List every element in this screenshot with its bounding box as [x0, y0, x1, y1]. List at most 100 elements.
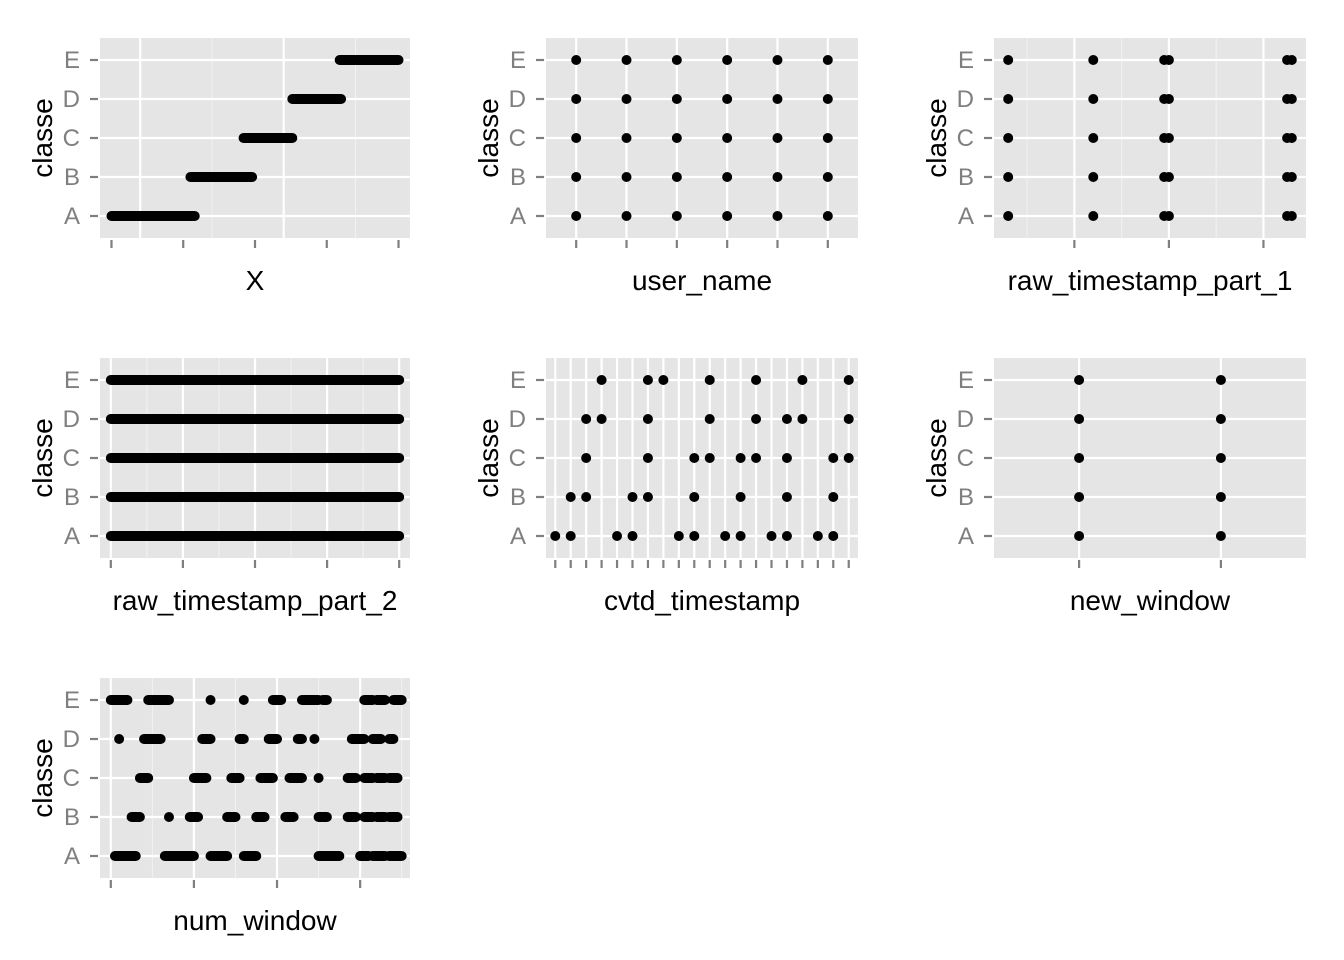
- point-A: [781, 531, 792, 541]
- point-C: [822, 133, 833, 143]
- y-axis-title: classe: [27, 418, 58, 497]
- point-D: [751, 414, 762, 424]
- point-E: [571, 55, 582, 65]
- point-B: [1163, 172, 1174, 182]
- point-D: [571, 94, 582, 104]
- point-C: [751, 453, 762, 463]
- x-axis-title: new_window: [1070, 585, 1231, 616]
- point-D: [1074, 414, 1085, 424]
- y-tick-label: E: [510, 47, 526, 74]
- y-tick-label: A: [958, 203, 974, 230]
- point-D: [1088, 94, 1099, 104]
- x-axis-title: user_name: [632, 265, 772, 296]
- y-tick-label: A: [958, 523, 974, 550]
- point-B: [828, 492, 839, 502]
- point-E: [1074, 375, 1085, 385]
- y-tick-label: A: [510, 203, 526, 230]
- point-B: [627, 492, 638, 502]
- point-B: [722, 172, 733, 182]
- y-tick-label: C: [957, 445, 974, 472]
- point-B: [565, 492, 576, 502]
- point-A: [822, 211, 833, 221]
- point-E: [772, 55, 783, 65]
- point-D: [581, 414, 592, 424]
- point-D: [843, 414, 854, 424]
- y-tick-label: E: [958, 367, 974, 394]
- point-A: [772, 211, 783, 221]
- y-tick-label: B: [64, 484, 80, 511]
- point-D: [642, 414, 653, 424]
- y-tick-label: C: [63, 445, 80, 472]
- point-C: [642, 453, 653, 463]
- point-B: [822, 172, 833, 182]
- y-tick-label: C: [63, 765, 80, 792]
- x-axis-title: raw_timestamp_part_2: [113, 585, 398, 616]
- point-B: [1215, 492, 1226, 502]
- x-axis-title: cvtd_timestamp: [604, 585, 800, 616]
- y-tick-label: D: [509, 86, 526, 113]
- point-B: [1003, 172, 1014, 182]
- point-D: [704, 414, 715, 424]
- point-E: [1003, 55, 1014, 65]
- point-A: [627, 531, 638, 541]
- point-D: [671, 94, 682, 104]
- x-axis-title: X: [246, 265, 265, 296]
- point-A: [565, 531, 576, 541]
- point-A: [735, 531, 746, 541]
- point-B: [735, 492, 746, 502]
- point-C: [735, 453, 746, 463]
- point-A: [550, 531, 561, 541]
- y-tick-label: E: [64, 687, 80, 714]
- point-C: [1074, 453, 1085, 463]
- point-A: [812, 531, 823, 541]
- point-E: [704, 375, 715, 385]
- point-B: [642, 492, 653, 502]
- y-tick-label: B: [958, 164, 974, 191]
- point-C: [704, 453, 715, 463]
- point-E: [658, 375, 669, 385]
- y-tick-label: A: [510, 523, 526, 550]
- point-A: [689, 531, 700, 541]
- y-tick-label: E: [64, 367, 80, 394]
- point-C: [772, 133, 783, 143]
- point-A: [1286, 211, 1297, 221]
- point-D: [822, 94, 833, 104]
- point-A: [1074, 531, 1085, 541]
- point-C: [1286, 133, 1297, 143]
- y-tick-label: D: [957, 86, 974, 113]
- y-tick-label: B: [64, 804, 80, 831]
- point-B: [621, 172, 632, 182]
- point-A: [612, 531, 623, 541]
- point-E: [822, 55, 833, 65]
- point-C: [1003, 133, 1014, 143]
- y-tick-label: B: [64, 164, 80, 191]
- y-tick-label: E: [64, 47, 80, 74]
- point-D: [722, 94, 733, 104]
- point-D: [797, 414, 808, 424]
- point-D: [1163, 94, 1174, 104]
- y-tick-label: E: [958, 47, 974, 74]
- point-B: [689, 492, 700, 502]
- point-B: [1286, 172, 1297, 182]
- point-D: [1215, 414, 1226, 424]
- y-tick-label: D: [957, 406, 974, 433]
- point-A: [722, 211, 733, 221]
- point-A: [1088, 211, 1099, 221]
- point-C: [1088, 133, 1099, 143]
- y-tick-label: D: [63, 726, 80, 753]
- y-tick-label: C: [63, 125, 80, 152]
- point-E: [1088, 55, 1099, 65]
- point-E: [1286, 55, 1297, 65]
- point-C: [689, 453, 700, 463]
- point-E: [797, 375, 808, 385]
- point-C: [571, 133, 582, 143]
- point-A: [673, 531, 684, 541]
- y-tick-label: A: [64, 843, 80, 870]
- point-B: [571, 172, 582, 182]
- point-E: [1163, 55, 1174, 65]
- point-A: [720, 531, 731, 541]
- y-tick-label: B: [510, 484, 526, 511]
